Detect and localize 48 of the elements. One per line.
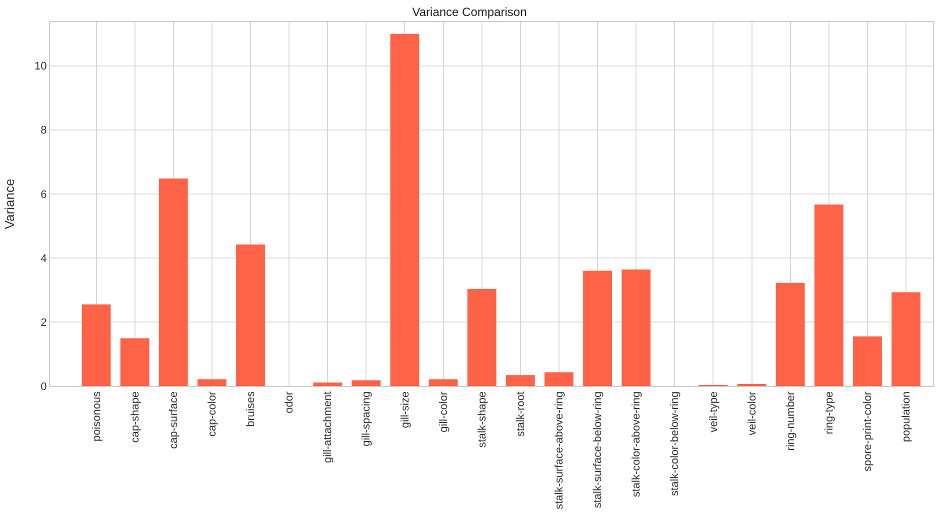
bar: [390, 34, 420, 386]
bar: [583, 270, 612, 386]
bar: [158, 178, 188, 386]
bar: [776, 282, 805, 386]
x-tick-label: veil-type: [708, 391, 720, 432]
x-tick-label: stalk-root: [514, 391, 527, 437]
x-tick-label: ring-number: [784, 391, 797, 451]
x-tick-label: poisonous: [90, 390, 103, 442]
x-tick-label: cap-color: [206, 391, 219, 437]
bar: [852, 336, 882, 386]
y-tick-label: 2: [40, 316, 47, 329]
bar: [197, 379, 226, 386]
y-tick-label: 4: [40, 252, 47, 265]
x-tick-label: stalk-surface-above-ring: [554, 391, 566, 510]
bar: [352, 380, 381, 386]
chart-title: Variance Comparison: [412, 5, 527, 20]
x-tick-label: cap-surface: [168, 391, 180, 449]
x-tick-label: stalk-color-below-ring: [669, 391, 682, 496]
x-tick-label: ring-type: [823, 391, 836, 434]
x-tick-label: bruises: [245, 390, 258, 427]
bar: [506, 375, 535, 386]
bar: [120, 338, 150, 386]
bar: [814, 204, 844, 386]
x-tick-label: stalk-surface-below-ring: [592, 391, 604, 508]
bar: [428, 379, 458, 386]
y-tick-label: 8: [40, 124, 47, 137]
x-tick-label: gill-spacing: [360, 391, 373, 446]
y-tick-label: 10: [34, 60, 47, 73]
y-tick-label: 6: [40, 188, 47, 201]
y-axis-title: Variance: [2, 178, 17, 230]
x-tick-label: gill-color: [438, 391, 450, 432]
x-tick-label: gill-attachment: [322, 391, 334, 463]
bar: [467, 289, 496, 386]
x-tick-label: veil-color: [746, 391, 758, 436]
x-tick-label: odor: [284, 391, 296, 414]
x-tick-label: spore-print-color: [862, 391, 874, 472]
x-tick-label: population: [900, 391, 913, 442]
bar: [544, 372, 574, 386]
x-tick-label: stalk-color-above-ring: [630, 391, 643, 498]
y-tick-label: 0: [40, 380, 47, 393]
bar: [892, 292, 920, 386]
bar: [236, 244, 265, 386]
x-tick-label: gill-size: [399, 391, 412, 428]
bar: [82, 304, 111, 386]
x-tick-label: stalk-shape: [476, 391, 488, 448]
x-tick-label: cap-shape: [129, 391, 142, 443]
bar: [622, 269, 651, 386]
bar: [313, 382, 342, 386]
